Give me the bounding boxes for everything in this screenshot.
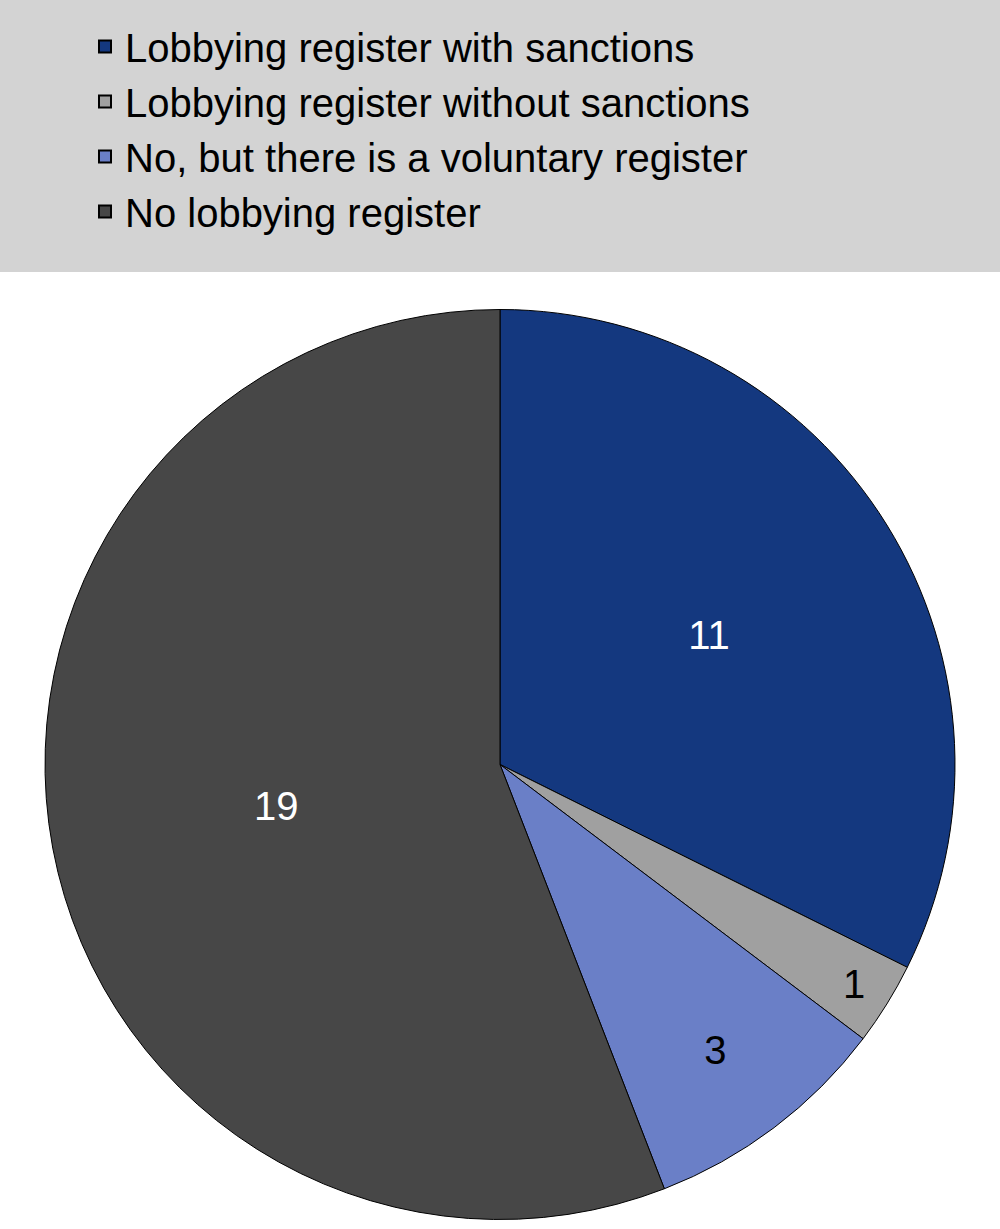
svg-text:No, but there is a voluntary r: No, but there is a voluntary register — [125, 136, 748, 180]
svg-text:Lobbying register without sanc: Lobbying register without sanctions — [125, 81, 750, 125]
svg-text:Lobbying register with sanctio: Lobbying register with sanctions — [125, 26, 694, 70]
svg-text:19: 19 — [254, 784, 299, 828]
svg-text:1: 1 — [843, 962, 865, 1006]
svg-text:11: 11 — [688, 613, 730, 657]
svg-text:No lobbying register: No lobbying register — [125, 191, 481, 235]
svg-text:3: 3 — [704, 1028, 726, 1072]
